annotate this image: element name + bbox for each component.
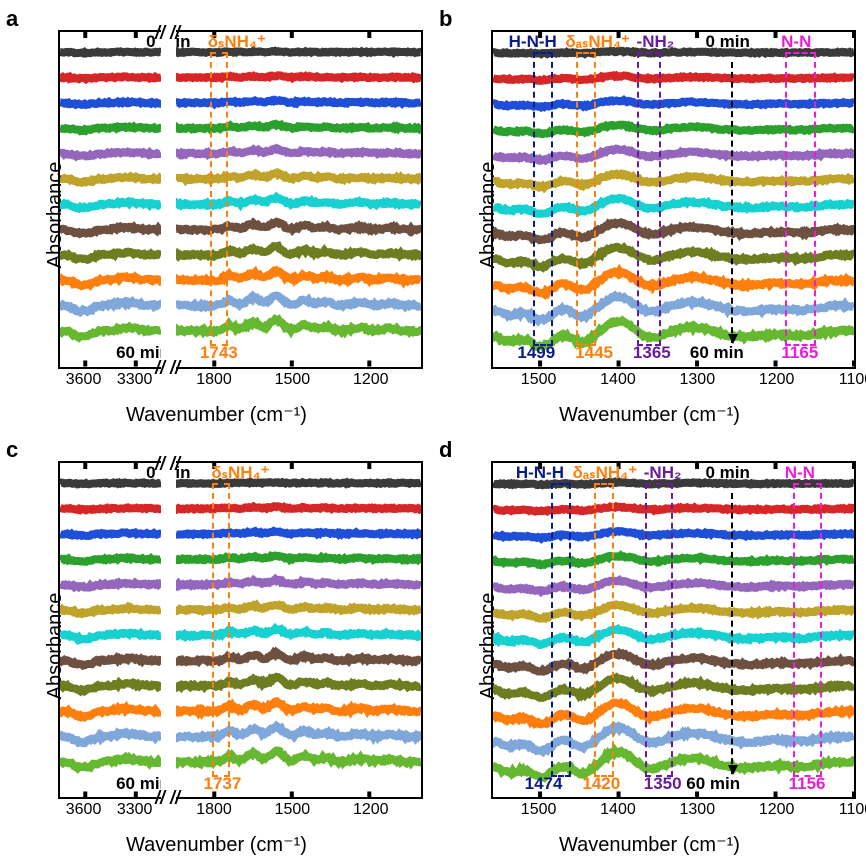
panel-c: c Absorbance 0 minδₛNH₄⁺60 min1737 36003… bbox=[0, 431, 433, 861]
axis-break bbox=[161, 461, 175, 800]
panel-b: b Absorbance H-N-HδₐₛNH₄⁺-NH₂0 minN-N149… bbox=[433, 0, 866, 431]
panel-d-label: d bbox=[439, 437, 452, 463]
annotation: 1156 bbox=[789, 774, 826, 794]
annotation: 1350 bbox=[644, 774, 682, 794]
annotation: δₛNH₄⁺ bbox=[208, 32, 266, 52]
tick-label: 1100 bbox=[839, 371, 866, 389]
tick-label: 1300 bbox=[680, 801, 716, 819]
tick-label: 3600 bbox=[66, 371, 102, 389]
tick-label: 3600 bbox=[66, 801, 102, 819]
panel-d-xlabel: Wavenumber (cm⁻¹) bbox=[559, 832, 740, 857]
panel-a-xlabel: Wavenumber (cm⁻¹) bbox=[126, 402, 307, 427]
panel-c-plot: 0 minδₛNH₄⁺60 min1737 bbox=[58, 461, 423, 800]
tick-label: 3300 bbox=[117, 801, 153, 819]
tick-label: 1800 bbox=[196, 371, 232, 389]
tick-label: 1500 bbox=[275, 801, 311, 819]
tick-label: 1400 bbox=[600, 371, 636, 389]
panel-a: a Absorbance 0 minδₛNH₄⁺60 min1743 36003… bbox=[0, 0, 433, 431]
panel-a-plot: 0 minδₛNH₄⁺60 min1743 bbox=[58, 30, 423, 369]
annotation: 1737 bbox=[204, 774, 242, 794]
annotation: 1474 bbox=[525, 774, 563, 794]
annotation: N-N bbox=[781, 32, 811, 52]
annotation: 0 min bbox=[705, 463, 749, 483]
annotation: 0 min bbox=[705, 32, 749, 52]
tick-label: 1500 bbox=[275, 371, 311, 389]
annotation: H-N-H bbox=[516, 463, 564, 483]
panel-d-ticks: 15001400130012001100 bbox=[491, 801, 856, 821]
tick-label: 1500 bbox=[521, 801, 557, 819]
annotation: 1165 bbox=[781, 343, 818, 363]
annotation: -NH₂ bbox=[644, 463, 682, 483]
time-arrow bbox=[731, 62, 733, 343]
annotation: N-N bbox=[785, 463, 815, 483]
panel-c-xlabel: Wavenumber (cm⁻¹) bbox=[126, 832, 307, 857]
panel-c-ticks: 3600 3300 1800 1500 1200 bbox=[58, 801, 423, 821]
annotation: 60 min bbox=[690, 343, 744, 363]
peak-marker-box bbox=[785, 52, 816, 346]
peak-marker-box bbox=[212, 483, 230, 777]
panel-c-label: c bbox=[6, 437, 18, 463]
figure-grid: a Absorbance 0 minδₛNH₄⁺60 min1743 36003… bbox=[0, 0, 866, 861]
panel-b-xlabel: Wavenumber (cm⁻¹) bbox=[559, 402, 740, 427]
tick-label: 1200 bbox=[759, 801, 795, 819]
annotation: 1420 bbox=[582, 774, 620, 794]
panel-a-label: a bbox=[6, 6, 18, 32]
annotation: 1499 bbox=[517, 343, 555, 363]
panel-d: d Absorbance H-N-HδₐₛNH₄⁺-NH₂0 minN-N147… bbox=[433, 431, 866, 861]
panel-a-ticks: 3600 3300 1800 1500 1200 bbox=[58, 371, 423, 391]
annotation: 1445 bbox=[575, 343, 613, 363]
peak-marker-box bbox=[594, 483, 614, 777]
tick-label: 1400 bbox=[600, 801, 636, 819]
annotation: H-N-H bbox=[509, 32, 557, 52]
tick-label: 1300 bbox=[680, 371, 716, 389]
peak-marker-box bbox=[551, 483, 571, 777]
tick-label: 1800 bbox=[196, 801, 232, 819]
tick-label: 3300 bbox=[117, 371, 153, 389]
panel-d-plot: H-N-H δₐₛNH₄⁺ -NH₂ 0 min N-N 1474 1420 135060 m… bbox=[491, 461, 856, 800]
panel-b-ticks: 15001400130012001100 bbox=[491, 371, 856, 391]
tick-label: 1200 bbox=[353, 371, 389, 389]
peak-marker-box bbox=[793, 483, 822, 777]
panel-b-label: b bbox=[439, 6, 452, 32]
annotation: 1743 bbox=[200, 343, 238, 363]
peak-marker-box bbox=[637, 52, 660, 346]
annotation: 60 min bbox=[686, 774, 740, 794]
peak-marker-box bbox=[576, 52, 596, 346]
annotation: δₛNH₄⁺ bbox=[211, 463, 269, 483]
annotation: 1365 bbox=[633, 343, 671, 363]
time-arrow bbox=[731, 493, 733, 774]
peak-marker-box bbox=[210, 52, 228, 346]
tick-label: 1200 bbox=[759, 371, 795, 389]
tick-label: 1500 bbox=[521, 371, 557, 389]
annotation: δₐₛNH₄⁺ bbox=[565, 32, 630, 52]
panel-b-plot: H-N-H δₐₛNH₄⁺ -NH₂ 0 min N-N 1499 1445 1365 60 m… bbox=[491, 30, 856, 369]
peak-marker-box bbox=[645, 483, 674, 777]
annotation: -NH₂ bbox=[637, 32, 675, 52]
peak-marker-box bbox=[533, 52, 553, 346]
axis-break bbox=[161, 30, 175, 369]
annotation: δₐₛNH₄⁺ bbox=[573, 463, 638, 483]
tick-label: 1100 bbox=[839, 801, 866, 819]
tick-label: 1200 bbox=[353, 801, 389, 819]
